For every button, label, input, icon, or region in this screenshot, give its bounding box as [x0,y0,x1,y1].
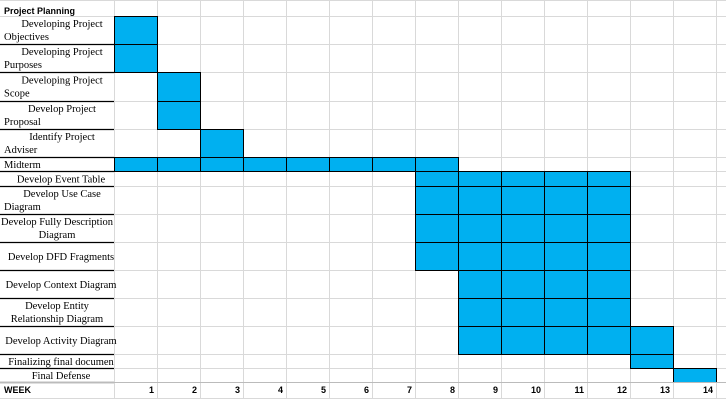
week-tick-label: 14 [703,385,713,395]
task-bar-cell [587,214,631,243]
task-bar-cell [587,242,631,271]
task-label-line: Diagram [4,202,41,213]
task-label-line: Adviser [4,145,38,156]
task-bar-cell [544,186,588,215]
task-bar-cell [501,186,545,215]
task-bar-cell [501,214,545,243]
task-label-line: Diagram [39,230,76,241]
task-bar-cell [544,298,588,327]
task-bar-cell [415,171,459,187]
task-label-line: Objectives [4,32,49,43]
task-bar-cell [458,270,502,299]
task-bar-cell [544,270,588,299]
task-bar-cell [587,270,631,299]
task-label-line: Developing Project [21,76,102,87]
task-label-line: Scope [4,89,30,100]
task-bar-cell [329,157,373,172]
task-label-line: Developing Project [21,47,102,58]
task-bar-cell [458,186,502,215]
task-bar-cell [458,298,502,327]
task-label-line: Develop Entity [25,301,90,312]
week-tick-label: 7 [407,385,412,395]
task-bar-cell [587,171,631,187]
task-label: Midterm [4,160,41,171]
week-tick-label: 4 [278,385,283,395]
task-bar-cell [458,326,502,355]
task-bar-cell [415,242,459,271]
week-tick-label: 11 [574,385,584,395]
week-tick-label: 12 [617,385,627,395]
task-bar-cell [587,298,631,327]
task-bar-cell [415,186,459,215]
week-tick-label: 9 [493,385,498,395]
task-bar-cell [501,326,545,355]
task-label-line: Developing Project [21,19,102,30]
task-labels: Developing Project Objectives Developing P… [1,19,117,382]
task-bar-cell [544,214,588,243]
task-bar-cell [114,157,158,172]
task-label-line: Purposes [4,60,42,71]
task-label-line: Relationship Diagram [11,314,103,325]
task-bar-cell [544,242,588,271]
week-tick-label: 8 [450,385,455,395]
week-tick-label: 10 [531,385,541,395]
task-label-line: Develop Fully Description [1,217,114,228]
task-label-line: Develop Project [28,104,96,115]
task-bar-cell [415,214,459,243]
task-label: Finalizing final documen [8,357,114,368]
task-bar-cell [157,101,201,130]
task-bar-cell [630,326,674,355]
task-bar-cell [587,186,631,215]
task-label-line: Identify Project [29,132,95,143]
task-label: Develop Activity Diagram [5,336,116,347]
task-bar-cell [200,157,244,172]
task-bars [114,16,717,383]
week-axis: 1 2 3 4 5 6 7 8 9 10 11 12 13 14 [0,382,726,395]
task-bar-cell [501,298,545,327]
task-bar-cell [200,129,244,158]
task-bar-cell [286,157,330,172]
week-tick-label: 6 [364,385,369,395]
task-bar-cell [415,157,459,172]
task-bar-cell [630,354,674,369]
week-tick-label: 13 [660,385,670,395]
task-bar-cell [587,326,631,355]
task-label: Develop Context Diagram [6,280,117,291]
x-axis-label: WEEK [4,385,32,395]
task-bar-cell [243,157,287,172]
week-tick-label: 5 [321,385,326,395]
task-bar-cell [157,72,201,102]
task-bar-cell [501,171,545,187]
task-label: Develop DFD Fragments [8,252,114,263]
week-tick-label: 2 [192,385,197,395]
task-bar-cell [544,171,588,187]
task-bar-cell [372,157,416,172]
task-bar-cell [114,44,158,73]
week-tick-label: 3 [235,385,240,395]
task-bar-cell [458,171,502,187]
task-bar-cell [673,368,717,383]
task-bar-cell [114,16,158,45]
task-label: Develop Event Table [17,175,106,186]
task-bar-cell [501,270,545,299]
task-label-line: Develop Use Case [23,189,101,200]
task-label: Final Defense [32,371,91,382]
task-label-line: Proposal [4,117,41,128]
task-bar-cell [501,242,545,271]
task-bar-cell [458,214,502,243]
task-bar-cell [544,326,588,355]
task-bar-cell [157,157,201,172]
week-tick-label: 1 [149,385,154,395]
chart-title: Project Planning [4,6,75,16]
task-bar-cell [458,242,502,271]
